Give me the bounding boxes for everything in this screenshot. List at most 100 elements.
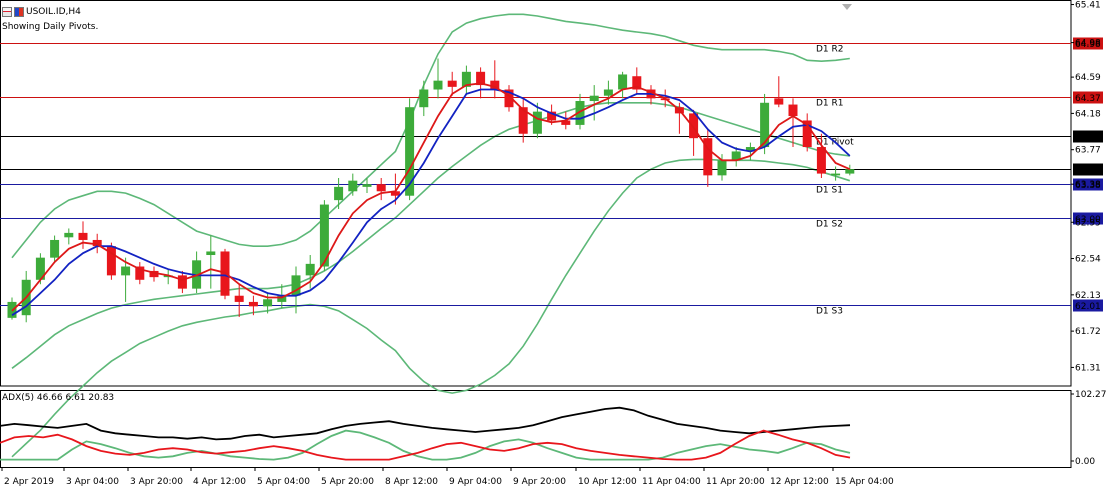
chart-subtitle: Showing Daily Pivots.: [2, 21, 99, 32]
candle-body: [135, 266, 145, 280]
x-tick-label: 15 Apr 04:00: [835, 477, 894, 487]
candle-body: [433, 80, 443, 90]
shift-marker-icon: [842, 4, 852, 10]
price-tag-text-d1-r1: 64.37: [1075, 94, 1101, 104]
candle-body: [447, 80, 457, 87]
candle-body: [106, 246, 116, 276]
candle-body: [831, 173, 841, 176]
candle-body: [64, 232, 74, 238]
candle-body: [717, 160, 727, 176]
candle-body: [760, 102, 770, 148]
chart-properties-icon: [14, 6, 24, 17]
pivot-label-d1-r1: D1 R1: [816, 99, 844, 109]
adx-label: ADX(5) 46.66 6.61 20.83: [2, 393, 115, 403]
candle-body: [788, 104, 798, 117]
x-tick-label: 3 Apr 04:00: [66, 477, 119, 487]
y-tick-label: 65.41: [1075, 1, 1101, 11]
price-tag-d1-r1: [1073, 91, 1103, 104]
pivot-label-d1-s2: D1 S2: [816, 220, 843, 230]
candle-body: [277, 295, 287, 302]
main-plot-frame: [0, 0, 1072, 387]
adx-series-adx: [0, 406, 851, 441]
y-tick-label: 64.98: [1075, 39, 1101, 49]
x-tick-label: 11 Apr 04:00: [642, 477, 701, 487]
candle-body: [845, 169, 855, 174]
y-tick-label: 63.77: [1075, 146, 1101, 156]
candle-body: [618, 74, 628, 90]
adx-plot-frame: [0, 390, 1072, 468]
price-tag-d1-s2: [1073, 212, 1103, 225]
candle-body: [362, 184, 372, 187]
x-tick-label: 5 Apr 04:00: [257, 477, 310, 487]
candle-body: [518, 107, 528, 134]
candle-body: [575, 101, 585, 125]
candle-body: [632, 76, 642, 90]
x-tick-label: 11 Apr 20:00: [706, 477, 765, 487]
price-tag-text-d1-s2: 63.00: [1075, 215, 1101, 225]
adx-y-tick-label: 102.27: [1075, 390, 1107, 400]
candle-body: [35, 257, 45, 280]
adx-y-tick-label: 0.00: [1075, 457, 1095, 467]
x-tick-label: 9 Apr 20:00: [513, 477, 566, 487]
y-tick-label: 61.72: [1075, 327, 1101, 337]
price-tag-text-d1-pivot: 63.93: [1075, 133, 1101, 143]
price-tag-d1-pivot: [1073, 130, 1103, 143]
candle-body: [334, 186, 344, 201]
candle-body: [305, 263, 315, 276]
candle-body: [461, 71, 471, 87]
pivot-label-d1-s3: D1 S3: [816, 307, 843, 317]
x-tick-label: 12 Apr 12:00: [770, 477, 829, 487]
chart-window-icon: [2, 6, 12, 17]
x-tick-label: 9 Apr 04:00: [449, 477, 502, 487]
x-tick-label: 5 Apr 20:00: [321, 477, 374, 487]
candle-body: [419, 89, 429, 108]
adx-series-di: [0, 429, 851, 461]
y-tick-label: 62.95: [1075, 218, 1101, 228]
candle-body: [774, 98, 784, 105]
band-upper: [11, 13, 850, 259]
y-tick-label: 61.31: [1075, 363, 1101, 373]
candle-body: [816, 147, 826, 174]
candle-body: [348, 180, 358, 192]
candle-body: [291, 275, 301, 296]
candle-body: [121, 266, 131, 276]
ma-fast-line: [11, 82, 851, 312]
chart-symbol: USOIL.ID,H4: [26, 6, 81, 17]
x-tick-label: 2 Apr 2019: [4, 477, 54, 487]
price-tag-d1-s1: [1073, 178, 1103, 191]
x-tick-label: 3 Apr 20:00: [130, 477, 183, 487]
candle-body: [376, 184, 386, 192]
candle-body: [802, 120, 812, 148]
ma-slow-line: [11, 88, 851, 316]
current-price-tag: [1073, 163, 1103, 176]
candle-body: [603, 89, 613, 96]
candle-body: [206, 251, 216, 256]
candle-body: [405, 107, 415, 196]
candle-body: [177, 275, 187, 289]
price-tag-d1-s3: [1073, 299, 1103, 312]
y-tick-label: 64.59: [1075, 73, 1101, 83]
candle-body: [78, 232, 88, 240]
band-lower: [11, 158, 851, 458]
candle-body: [547, 111, 557, 121]
pivot-label-d1-r2: D1 R2: [816, 45, 844, 55]
candle-body: [92, 239, 102, 247]
candle-body: [532, 111, 542, 134]
x-tick-label: 4 Apr 12:00: [193, 477, 246, 487]
y-tick-label: 62.13: [1075, 291, 1101, 301]
y-tick-label: 64.18: [1075, 109, 1101, 119]
price-tag-text-d1-s1: 63.38: [1075, 181, 1101, 191]
candle-body: [689, 113, 699, 139]
candle-body: [234, 295, 244, 302]
candle-body: [745, 147, 755, 152]
candle-body: [490, 80, 500, 90]
candle-body: [703, 138, 713, 176]
candle-body: [589, 95, 599, 102]
y-tick-label: 63.38: [1075, 180, 1101, 190]
candle-body: [149, 270, 159, 278]
price-tag-d1-r2: [1073, 37, 1103, 50]
candle-body: [390, 191, 400, 196]
price-tag-text-d1-r2: 64.98: [1075, 40, 1101, 50]
x-tick-label: 10 Apr 12:00: [578, 477, 637, 487]
